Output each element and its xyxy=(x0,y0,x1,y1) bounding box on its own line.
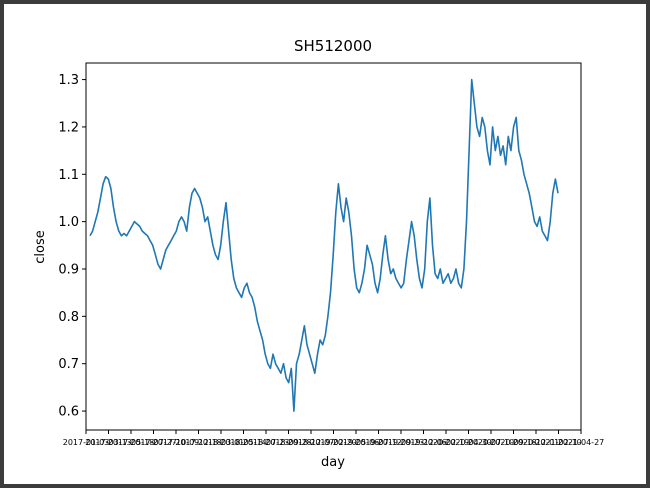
x-tick-label: 2020-02-19 xyxy=(423,438,470,447)
y-tick-label: 0.8 xyxy=(58,310,79,325)
y-tick-label: 1.0 xyxy=(58,215,79,230)
series-layer xyxy=(89,78,559,412)
x-tick-label: 2018-12-07 xyxy=(288,438,335,447)
x-tick-label: 2021-02-10 xyxy=(535,438,582,447)
x-tick-label: 2020-09-18 xyxy=(490,438,537,447)
x-tick-label: 2018-05-14 xyxy=(220,438,267,447)
y-tick-label: 0.7 xyxy=(58,357,79,372)
x-tick-label: 2021-04-27 xyxy=(558,438,605,447)
y-tick-label: 1.1 xyxy=(58,168,79,183)
series-line xyxy=(89,78,559,412)
x-axis-label: day xyxy=(321,455,345,470)
x-tick-label: 2019-09-23 xyxy=(378,438,425,447)
x-axis: 2017-01-032017-03-132017-05-182017-07-27… xyxy=(63,430,605,447)
x-tick-label: 2019-07-12 xyxy=(355,438,402,447)
x-tick-label: 2018-03-01 xyxy=(198,438,245,447)
x-tick-label: 2018-09-28 xyxy=(265,438,312,447)
plot-frame xyxy=(85,62,582,431)
x-tick-label: 2020-12-01 xyxy=(513,438,560,447)
x-tick-label: 2020-07-10 xyxy=(468,438,515,447)
x-tick-label: 2017-07-27 xyxy=(130,438,177,447)
x-tick-label: 2017-03-13 xyxy=(85,438,132,447)
x-tick-label: 2018-07-23 xyxy=(243,438,290,447)
x-tick-label: 2017-05-18 xyxy=(108,438,155,447)
y-tick-label: 0.6 xyxy=(58,405,79,420)
figure-canvas: SH512000 0.6 0.7 0.8 0.9 1.0 1.1 1.2 1.3 2017-0… xyxy=(4,4,646,484)
x-tick-label: 2017-12-18 xyxy=(175,438,222,447)
y-axis: 0.6 0.7 0.8 0.9 1.0 1.1 1.2 1.3 xyxy=(58,73,86,420)
x-tick-label: 2019-02-20 xyxy=(310,438,357,447)
line-chart: SH512000 0.6 0.7 0.8 0.9 1.0 1.1 1.2 1.3 2017-0… xyxy=(33,37,605,470)
y-tick-label: 1.3 xyxy=(58,73,79,88)
x-tick-label: 2017-01-03 xyxy=(63,438,110,447)
x-tick-label: 2019-05-06 xyxy=(333,438,380,447)
y-axis-label: close xyxy=(33,230,48,263)
x-tick-label: 2020-04-30 xyxy=(445,438,492,447)
x-tick-label: 2017-10-09 xyxy=(153,438,200,447)
chart-title: SH512000 xyxy=(294,37,372,55)
y-tick-label: 1.2 xyxy=(58,120,79,135)
y-tick-label: 0.9 xyxy=(58,262,79,277)
x-tick-label: 2019-12-06 xyxy=(400,438,447,447)
